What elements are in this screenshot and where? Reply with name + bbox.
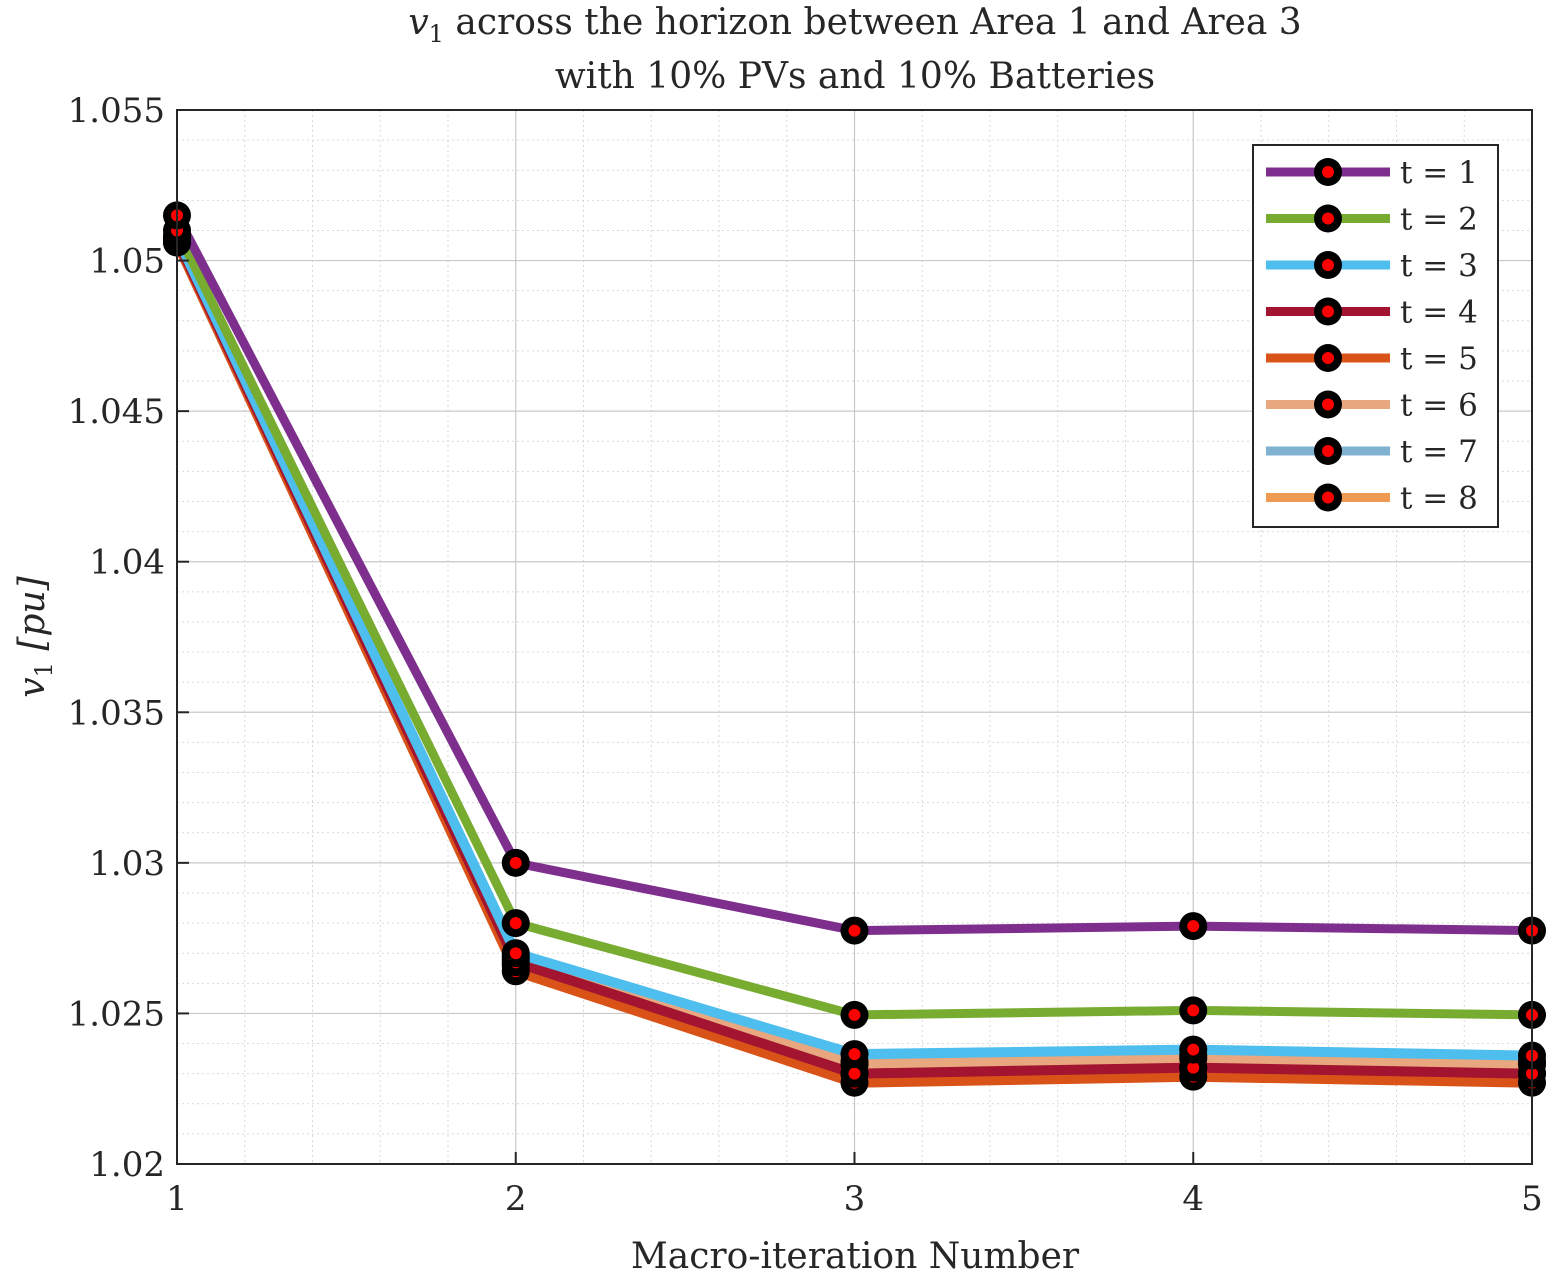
- legend-marker-center-t4: [1322, 305, 1334, 318]
- data-point-center-t3: [1187, 1043, 1200, 1056]
- legend-label-t3: t = 3: [1400, 248, 1478, 284]
- data-point-center-t4: [848, 1067, 861, 1080]
- legend-marker-center-t7: [1322, 445, 1334, 457]
- legend-marker-center-t1: [1322, 166, 1334, 178]
- legend-label-t2: t = 2: [1400, 202, 1478, 238]
- y-tick-label: 1.045: [68, 392, 165, 432]
- x-tick-label: 5: [1521, 1179, 1543, 1219]
- legend-marker-center-t6: [1322, 398, 1334, 411]
- x-tick-label: 3: [844, 1179, 866, 1219]
- legend-label-t6: t = 6: [1400, 388, 1478, 424]
- y-tick-label: 1.02: [89, 1145, 165, 1185]
- data-point-center-t4: [1187, 1061, 1200, 1074]
- data-point-center-t2: [509, 917, 522, 930]
- y-tick-label: 1.05: [89, 242, 165, 282]
- x-axis-label: Macro-iteration Number: [631, 1236, 1080, 1275]
- data-point-center-t3: [848, 1048, 861, 1061]
- x-tick-label: 1: [166, 1179, 188, 1219]
- chart-title-line-2: with 10% PVs and 10% Batteries: [555, 56, 1155, 97]
- y-tick-label: 1.035: [68, 693, 165, 733]
- y-tick-label: 1.025: [68, 994, 165, 1034]
- data-point-center-t1: [509, 856, 522, 869]
- legend-marker-center-t3: [1322, 259, 1334, 271]
- legend-label-t5: t = 5: [1400, 341, 1478, 377]
- x-tick-label: 4: [1182, 1179, 1204, 1219]
- chart-title-line-1: v1 across the horizon between Area 1 and…: [408, 2, 1301, 48]
- y-tick-label: 1.03: [89, 844, 165, 884]
- x-tick-label: 2: [505, 1179, 527, 1219]
- legend-marker-center-t2: [1322, 212, 1334, 225]
- data-point-center-t1: [848, 924, 861, 937]
- legend-label-t7: t = 7: [1400, 434, 1478, 470]
- data-point-center-t1: [1187, 920, 1200, 933]
- legend-marker-center-t5: [1322, 352, 1334, 364]
- legend-label-t8: t = 8: [1400, 481, 1478, 517]
- legend-label-t4: t = 4: [1400, 295, 1478, 331]
- series-layer: [163, 201, 1546, 1097]
- data-point-center-t2: [1187, 1004, 1200, 1017]
- axis-ticks: 1 2 3 4 5 1.02 1.025 1.03 1.035 1.04 1.045 1.05 1.05…: [68, 91, 1543, 1219]
- legend-box: [1252, 144, 1499, 528]
- data-point-center-t3: [509, 947, 522, 960]
- y-axis-label: v1 [pu]: [12, 575, 58, 697]
- y-tick-label: 1.04: [89, 543, 165, 583]
- data-point-center-t2: [848, 1008, 861, 1021]
- legend-label-t1: t = 1: [1400, 155, 1478, 191]
- y-tick-label: 1.055: [68, 91, 165, 131]
- legend-marker-center-t8: [1322, 491, 1334, 504]
- legend: t = 1 t = 2 t = 3 t = 4 t = 5 t = 6 t = 7 t = 8: [1252, 144, 1499, 528]
